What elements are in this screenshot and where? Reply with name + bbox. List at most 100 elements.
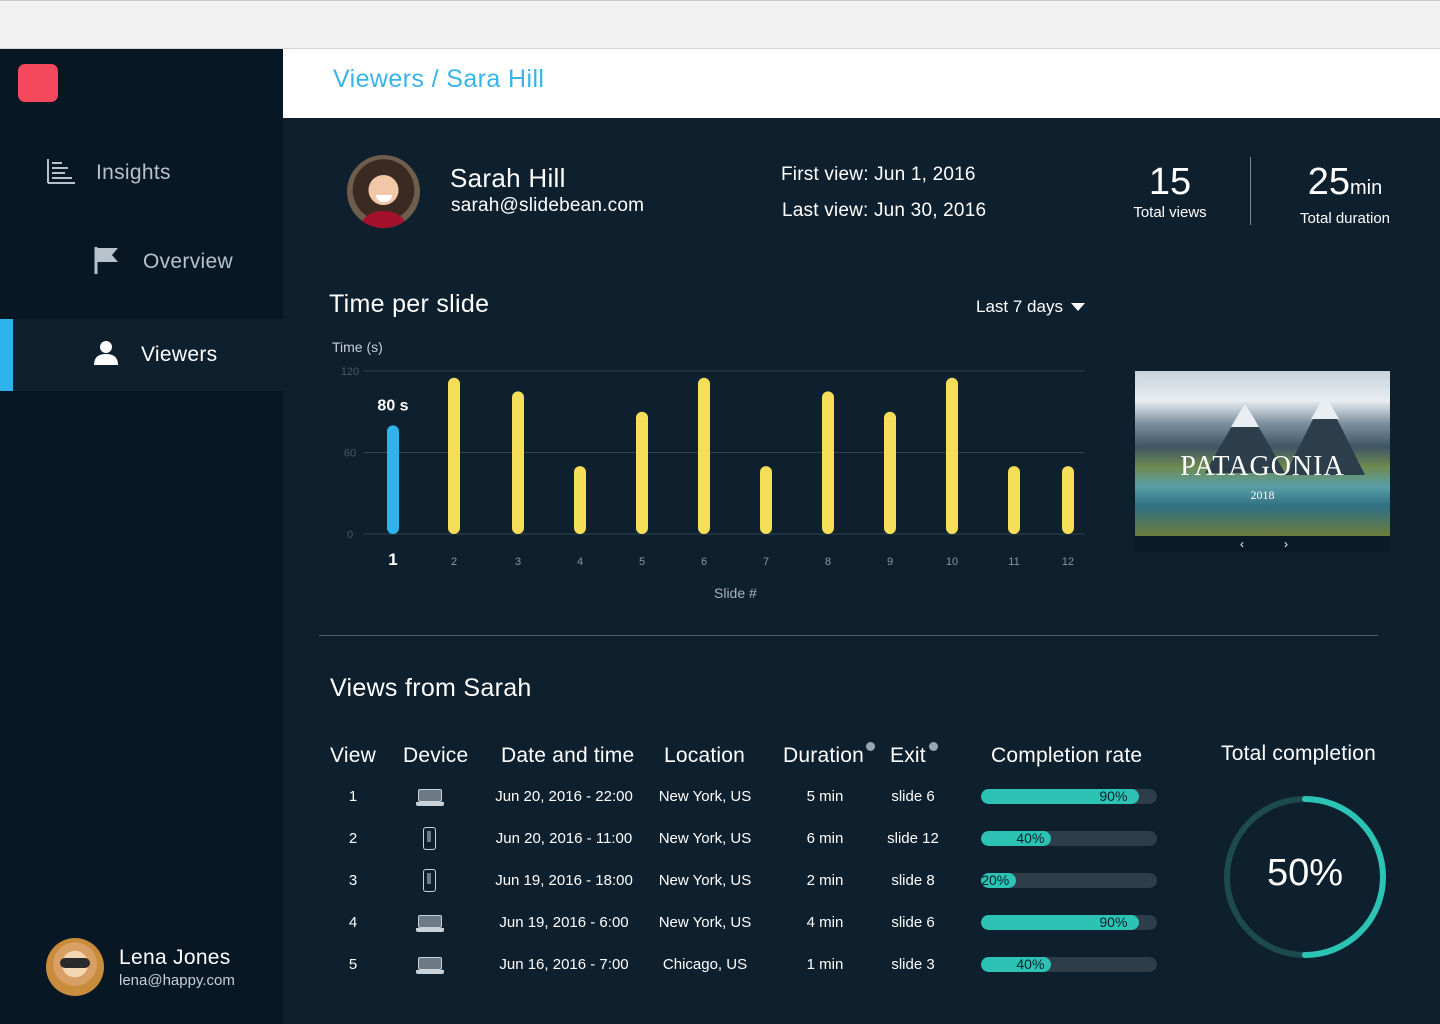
x-axis-label: Slide # [714, 585, 757, 601]
caret-down-icon [1070, 303, 1085, 311]
sidebar-item-viewers[interactable]: Viewers [0, 319, 283, 391]
completion-bar: 20% [981, 873, 1157, 888]
row-view-number: 3 [348, 872, 358, 889]
bar-slide-12 [1062, 466, 1074, 534]
sidebar-item-label: Overview [143, 250, 233, 273]
total-completion-ring [1224, 796, 1386, 958]
completion-bar-fill [981, 831, 1052, 846]
x-tick-label: 4 [577, 556, 583, 568]
column-header-device: Device [403, 744, 469, 767]
row-view-number: 5 [348, 956, 358, 973]
total-views-label: Total views [1133, 204, 1207, 221]
active-indicator [0, 319, 13, 391]
row-exit-slide: slide 6 [891, 788, 935, 805]
bar-slide-5 [636, 411, 648, 534]
x-tick-label: 10 [946, 556, 958, 568]
completion-bar-label: 20% [981, 873, 1010, 888]
first-view-date: First view: Jun 1, 2016 [781, 164, 976, 185]
row-date-time: Jun 20, 2016 - 11:00 [495, 830, 633, 847]
previous-slide-button[interactable]: ‹ [1240, 537, 1244, 551]
row-location: New York, US [658, 914, 752, 931]
bar-slide-9 [884, 411, 896, 534]
bar-slide-7 [760, 466, 772, 534]
completion-bar: 40% [981, 957, 1157, 972]
chart-title: Time per slide [329, 290, 490, 318]
row-duration: 1 min [806, 956, 844, 973]
row-exit-slide: slide 3 [891, 956, 935, 973]
total-duration-value: 25 [1307, 161, 1351, 203]
x-tick-label: 9 [887, 556, 893, 568]
viewer-avatar [347, 155, 420, 228]
column-header-exit: Exit [890, 744, 926, 767]
viewer-name: Sarah Hill [450, 163, 566, 193]
x-tick-label: 3 [515, 556, 521, 568]
column-header-duration: Duration [783, 744, 864, 767]
x-tick-label: 2 [451, 556, 457, 568]
sidebar-item-overview[interactable]: Overview [0, 226, 283, 298]
x-tick-label: 6 [701, 556, 707, 568]
slide-preview-year: 2018 [1250, 488, 1275, 502]
last-view-date: Last view: Jun 30, 2016 [782, 200, 987, 221]
total-views-stat: 15 Total views [1120, 160, 1220, 221]
row-location: New York, US [658, 872, 752, 889]
date-range-value: Last 7 days [976, 297, 1063, 316]
viewer-email: sarah@slidebean.com [451, 195, 645, 216]
total-completion-title: Total completion [1221, 742, 1376, 765]
date-range-dropdown[interactable]: Last 7 days [976, 297, 1085, 317]
sidebar-item-label: Insights [96, 161, 171, 184]
completion-bar-label: 90% [1099, 915, 1128, 930]
stat-divider [1250, 157, 1251, 225]
row-exit-slide: slide 8 [891, 872, 935, 889]
column-header-date: Date and time [501, 744, 635, 767]
sidebar-item-insights[interactable]: Insights [0, 137, 283, 209]
row-date-time: Jun 19, 2016 - 6:00 [499, 914, 629, 931]
next-slide-button[interactable]: › [1284, 537, 1288, 551]
sidebar: Insights Overview Viewers Lena Jones len… [0, 49, 283, 1024]
bar-value-label: 80 s [377, 397, 408, 414]
breadcrumb[interactable]: Viewers / Sara Hill [333, 65, 545, 93]
completion-bar-fill [981, 873, 1017, 888]
row-exit-slide: slide 6 [891, 914, 935, 931]
bar-slide-4 [574, 466, 586, 534]
user-icon [93, 340, 119, 371]
row-duration: 4 min [806, 914, 844, 931]
row-location: Chicago, US [662, 956, 748, 973]
current-user[interactable]: Lena Jones lena@happy.com [46, 938, 235, 996]
y-axis-label: Time (s) [332, 339, 383, 355]
sidebar-item-label: Viewers [141, 343, 218, 366]
user-name: Lena Jones [119, 945, 231, 969]
bar-slide-8 [822, 391, 834, 534]
bar-slide-2 [448, 377, 460, 534]
slide-preview[interactable]: PATAGONIA 2018 ‹ › [1135, 371, 1390, 552]
completion-bar: 40% [981, 831, 1157, 846]
bar-slide-6 [698, 377, 710, 534]
app-logo[interactable] [18, 64, 58, 102]
browser-top-bar [0, 0, 1440, 49]
row-date-time: Jun 16, 2016 - 7:00 [499, 956, 629, 973]
bar-chart-icon [46, 157, 76, 190]
exit-help-icon[interactable] [929, 742, 938, 751]
row-date-time: Jun 19, 2016 - 18:00 [495, 872, 633, 889]
completion-bar-label: 90% [1099, 789, 1128, 804]
row-view-number: 2 [348, 830, 358, 847]
duration-help-icon[interactable] [866, 742, 875, 751]
y-tick-label: 120 [341, 366, 359, 378]
completion-bar: 90% [981, 789, 1157, 804]
bar-slide-3 [512, 391, 524, 534]
row-exit-slide: slide 12 [887, 830, 939, 847]
completion-bar-label: 40% [1016, 957, 1045, 972]
section-divider [319, 635, 1378, 636]
slide-preview-image: PATAGONIA 2018 [1135, 371, 1390, 536]
total-completion-value: 50% [1266, 852, 1344, 894]
completion-ring-progress [1224, 796, 1386, 958]
total-duration-unit: min [1350, 177, 1383, 199]
slide-preview-title: PATAGONIA [1180, 451, 1345, 482]
row-view-number: 1 [348, 788, 358, 805]
row-view-number: 4 [348, 914, 358, 931]
row-duration: 5 min [806, 788, 844, 805]
bar-slide-10 [946, 377, 958, 534]
total-duration-stat: 25min Total duration [1290, 160, 1400, 227]
bar-slide-1 [387, 425, 399, 534]
x-tick-label: 11 [1008, 556, 1019, 568]
x-tick-label: 1 [388, 550, 397, 569]
